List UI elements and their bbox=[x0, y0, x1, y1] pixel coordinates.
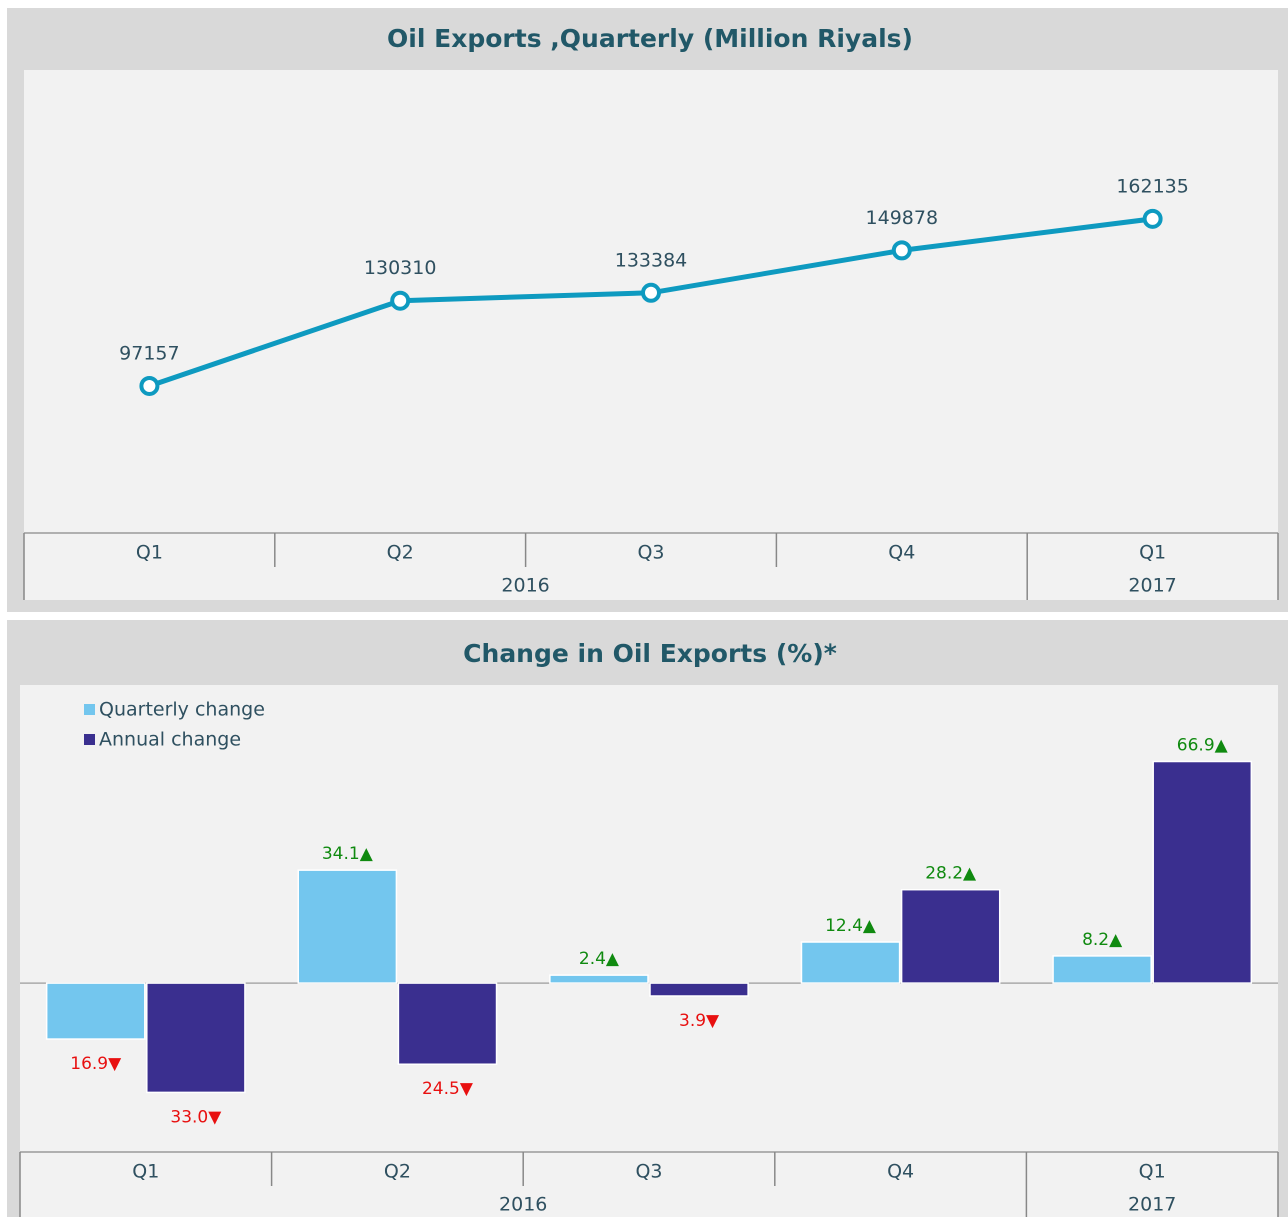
data-label: 97157 bbox=[119, 342, 179, 364]
data-label: 162135 bbox=[1116, 175, 1189, 197]
group-label: 2016 bbox=[499, 1194, 547, 1216]
marker bbox=[139, 375, 160, 396]
x-tick-label: Q2 bbox=[387, 542, 414, 564]
bar bbox=[146, 982, 246, 1094]
bar bbox=[549, 974, 649, 984]
bar bbox=[800, 941, 901, 984]
data-label: 149878 bbox=[866, 207, 939, 229]
data-label: 133384 bbox=[615, 249, 688, 271]
data-label: 8.2▲ bbox=[1082, 930, 1123, 950]
x-tick-label: Q4 bbox=[887, 1161, 914, 1183]
bar bbox=[900, 888, 1001, 984]
x-tick-label: Q4 bbox=[888, 542, 915, 564]
data-label: 24.5▼ bbox=[422, 1079, 474, 1099]
group-label: 2017 bbox=[1128, 575, 1176, 597]
x-tick-label: Q2 bbox=[384, 1161, 411, 1183]
plot-area bbox=[20, 685, 1278, 1217]
data-label: 16.9▼ bbox=[70, 1054, 122, 1074]
bar bbox=[649, 982, 749, 997]
data-label: 33.0▼ bbox=[170, 1107, 222, 1127]
group-label: 2017 bbox=[1128, 1194, 1176, 1216]
legend-swatch bbox=[84, 734, 95, 745]
x-tick-label: Q3 bbox=[635, 1161, 662, 1183]
marker bbox=[891, 240, 912, 261]
plot-area bbox=[24, 70, 1278, 600]
bar bbox=[45, 982, 146, 1040]
x-tick-label: Q1 bbox=[1139, 1161, 1166, 1183]
chart-title: Oil Exports ,Quarterly (Million Riyals) bbox=[387, 24, 913, 53]
data-label: 130310 bbox=[364, 257, 437, 279]
legend-label: Quarterly change bbox=[99, 699, 265, 721]
bar bbox=[1052, 955, 1152, 984]
group-label: 2016 bbox=[501, 575, 549, 597]
data-label: 12.4▲ bbox=[825, 916, 877, 936]
chart-title: Change in Oil Exports (%)* bbox=[463, 639, 837, 668]
legend-swatch bbox=[84, 704, 95, 715]
bar bbox=[1152, 760, 1253, 984]
x-tick-label: Q1 bbox=[1139, 542, 1166, 564]
data-label: 66.9▲ bbox=[1177, 736, 1229, 756]
marker bbox=[641, 282, 661, 303]
data-label: 34.1▲ bbox=[322, 844, 374, 864]
bar bbox=[297, 869, 398, 984]
marker bbox=[1142, 208, 1163, 229]
data-label: 3.9▼ bbox=[679, 1011, 720, 1031]
x-tick-label: Q3 bbox=[637, 542, 664, 564]
data-label: 2.4▲ bbox=[579, 949, 620, 969]
legend-label: Annual change bbox=[99, 729, 241, 751]
bar bbox=[397, 982, 498, 1065]
data-label: 28.2▲ bbox=[925, 864, 977, 884]
x-tick-label: Q1 bbox=[136, 542, 163, 564]
marker bbox=[390, 290, 411, 311]
x-tick-label: Q1 bbox=[132, 1161, 159, 1183]
